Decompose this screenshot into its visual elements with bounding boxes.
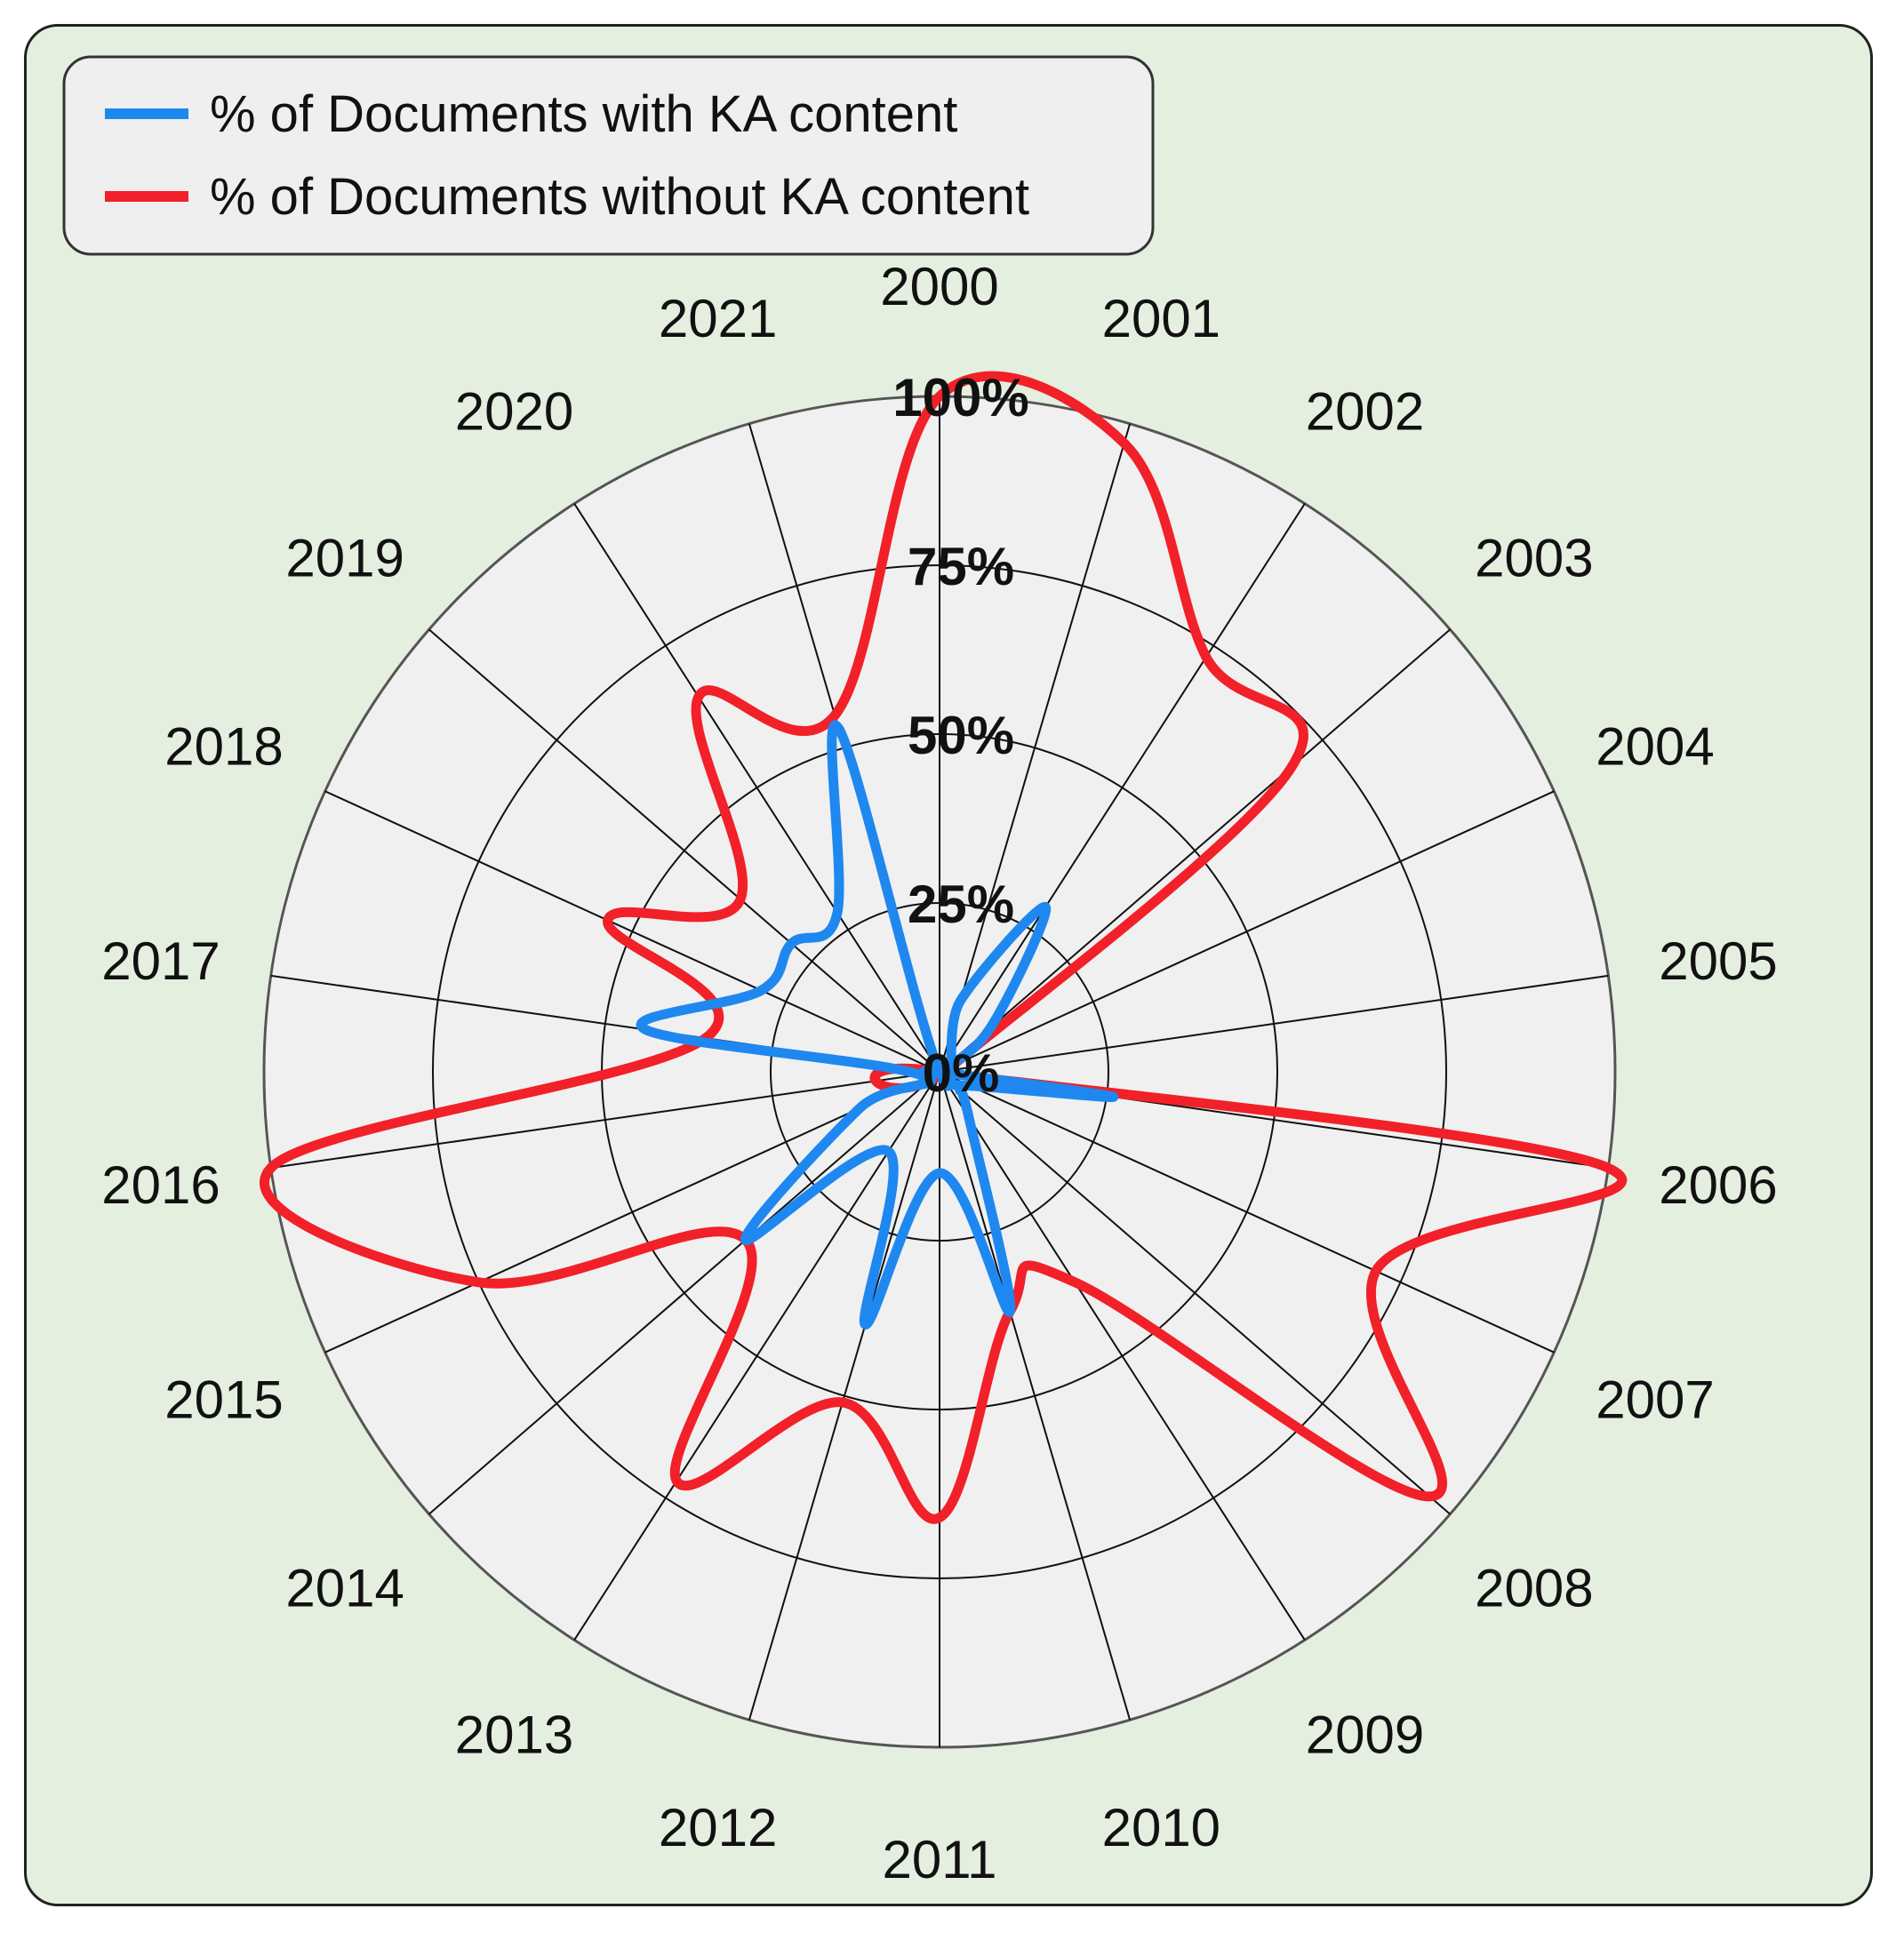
radial-tick-0pct: 0%: [923, 1043, 1000, 1103]
radial-tick-50pct: 50%: [908, 706, 1014, 765]
series-layer: [260, 371, 1628, 1524]
spoke-2010: [939, 1071, 1132, 1721]
legend-label-without-ka: % of Documents without KA content: [210, 168, 1029, 226]
category-labels: 2000 2001 2002 2003 2004 2005 2006 2007 2008 2009…: [101, 257, 1777, 1889]
category-label-2003: 2003: [1475, 528, 1593, 587]
category-label-2020: 2020: [455, 381, 573, 441]
spoke-2002: [939, 503, 1306, 1073]
radial-tick-100pct: 100%: [892, 368, 1028, 427]
category-label-2010: 2010: [1102, 1798, 1220, 1857]
category-label-2009: 2009: [1306, 1705, 1424, 1765]
category-label-2013: 2013: [455, 1705, 573, 1765]
category-label-2016: 2016: [101, 1155, 220, 1215]
category-label-2007: 2007: [1596, 1370, 1714, 1430]
category-label-2019: 2019: [285, 528, 404, 587]
spoke-2003: [939, 628, 1452, 1073]
spoke-2014: [428, 1071, 940, 1515]
category-label-2012: 2012: [659, 1798, 777, 1857]
series-line-with-ka: [636, 720, 1119, 1330]
spoke-2015: [324, 1071, 940, 1354]
legend-box: [62, 55, 1155, 256]
spoke-2008: [939, 1071, 1452, 1515]
spoke-2012: [748, 1071, 940, 1721]
category-label-2005: 2005: [1659, 931, 1777, 991]
legend: % of Documents with KA content % of Docu…: [62, 55, 1155, 256]
category-label-2001: 2001: [1102, 289, 1220, 348]
category-label-2014: 2014: [285, 1559, 404, 1618]
category-label-2008: 2008: [1475, 1559, 1593, 1618]
radial-tick-labels: 0% 25% 50% 75% 100%: [892, 368, 1028, 1103]
spoke-2001: [939, 423, 1132, 1073]
spoke-2007: [939, 1071, 1555, 1354]
category-label-2011: 2011: [882, 1830, 996, 1889]
category-label-2015: 2015: [164, 1370, 283, 1430]
radial-tick-25pct: 25%: [908, 875, 1014, 934]
legend-label-with-ka: % of Documents with KA content: [210, 85, 957, 143]
category-label-2017: 2017: [101, 931, 220, 991]
spoke-2019: [428, 628, 940, 1073]
radial-tick-75pct: 75%: [908, 537, 1014, 596]
spoke-2004: [939, 790, 1555, 1073]
spoke-2018: [324, 790, 940, 1073]
category-label-2002: 2002: [1306, 381, 1424, 441]
category-label-2006: 2006: [1659, 1155, 1777, 1215]
spoke-2016: [270, 1071, 940, 1170]
category-label-2000: 2000: [880, 257, 998, 316]
spoke-2009: [939, 1071, 1306, 1641]
spoke-2013: [573, 1071, 940, 1641]
category-label-2018: 2018: [164, 716, 283, 776]
category-label-2021: 2021: [659, 289, 777, 348]
series-line-without-ka: [260, 371, 1628, 1524]
category-label-2004: 2004: [1596, 716, 1714, 776]
spoke-2005: [939, 974, 1609, 1073]
spoke-2020: [573, 503, 940, 1073]
